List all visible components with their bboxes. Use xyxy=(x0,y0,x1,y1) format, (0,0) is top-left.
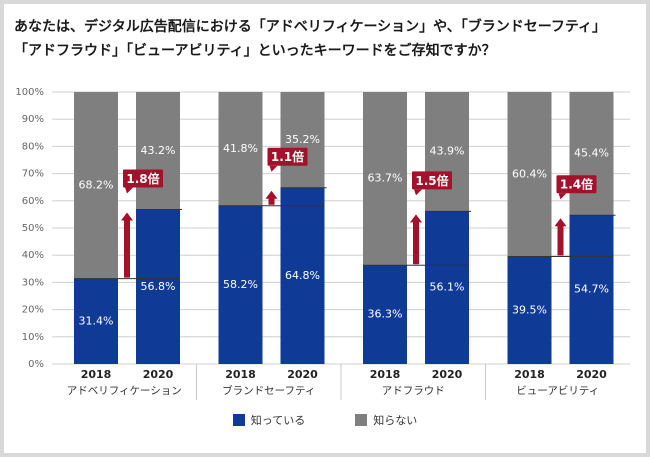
legend-swatch-know xyxy=(232,414,245,426)
bar-segment-dont-know xyxy=(74,92,118,279)
x-tick-year: 2020 xyxy=(432,368,463,381)
bar-label-dont-know: 41.8% xyxy=(223,142,258,155)
legend: 知っている 知らない xyxy=(0,412,650,428)
y-tick-label: 0% xyxy=(28,359,44,370)
y-tick-label: 30% xyxy=(22,277,44,288)
bar-segment-dont-know xyxy=(280,92,325,188)
x-category-label: ビューアビリティ xyxy=(516,385,599,397)
title-line-2: 「アドフラウド」「ビューアビリティ」といったキーワードをご存知ですか？ xyxy=(14,43,496,59)
x-category-label: アドベリフィケーション xyxy=(67,385,182,397)
bar-label-know: 56.8% xyxy=(141,280,176,293)
y-tick-label: 90% xyxy=(22,114,44,125)
bar-segment-know xyxy=(363,265,407,364)
bar-segment-know xyxy=(425,211,469,364)
ratio-callout-pointer xyxy=(558,193,567,200)
y-tick-label: 10% xyxy=(22,332,44,343)
growth-arrow xyxy=(265,190,278,205)
bar-segment-dont-know xyxy=(136,92,180,210)
bar-label-dont-know: 43.2% xyxy=(141,144,176,157)
ratio-callout-box xyxy=(556,175,597,194)
x-tick-year: 2018 xyxy=(225,368,256,381)
y-tick-label: 70% xyxy=(22,169,44,180)
x-tick-year: 2020 xyxy=(287,368,318,381)
bar-segment-dont-know xyxy=(425,92,469,212)
bar-segment-know xyxy=(218,205,263,364)
bar-segment-dont-know xyxy=(363,92,407,266)
x-tick-year: 2018 xyxy=(370,368,401,381)
ratio-label: 1.8倍 xyxy=(126,171,159,186)
legend-label-know: 知っている xyxy=(250,414,306,427)
ratio-callout-pointer xyxy=(269,165,278,172)
bar-label-know: 54.7% xyxy=(574,283,609,296)
bar-segment-dont-know xyxy=(569,92,614,216)
growth-arrow xyxy=(121,212,133,278)
legend-item-dont-know: 知らない xyxy=(355,412,417,428)
bar-label-dont-know: 35.2% xyxy=(285,133,320,146)
legend-swatch-dont-know xyxy=(355,414,368,426)
ratio-callout-pointer xyxy=(125,187,133,194)
x-category-label: アドフラウド xyxy=(382,385,445,397)
bar-segment-know xyxy=(280,187,325,364)
y-tick-label: 80% xyxy=(22,141,44,152)
ratio-label: 1.5倍 xyxy=(415,173,448,188)
x-tick-year: 2020 xyxy=(576,368,607,381)
bar-label-dont-know: 60.4% xyxy=(512,167,547,180)
bar-label-know: 56.1% xyxy=(430,281,465,294)
bar-segment-know xyxy=(507,256,552,364)
ratio-label: 1.4倍 xyxy=(560,177,593,192)
x-tick-year: 2018 xyxy=(514,368,545,381)
bar-segment-know xyxy=(136,209,180,364)
bar-label-know: 31.4% xyxy=(79,314,114,327)
legend-label-dont-know: 知らない xyxy=(373,414,418,427)
growth-arrow xyxy=(410,214,422,265)
x-category-label: ブランドセーフティ xyxy=(222,384,315,397)
y-tick-label: 100% xyxy=(15,87,44,98)
y-tick-label: 50% xyxy=(22,223,44,234)
bar-label-know: 58.2% xyxy=(223,278,258,291)
ratio-callout-pointer xyxy=(414,189,422,196)
bar-segment-dont-know xyxy=(218,92,263,206)
ratio-callout-box xyxy=(267,147,308,166)
bar-label-know: 64.8% xyxy=(285,269,320,282)
bar-label-dont-know: 68.2% xyxy=(79,178,114,191)
bar-label-know: 36.3% xyxy=(368,308,403,321)
y-tick-label: 20% xyxy=(22,305,44,316)
bar-segment-know xyxy=(569,215,614,364)
x-tick-year: 2020 xyxy=(143,368,174,381)
legend-item-know: 知っている xyxy=(232,412,306,428)
y-tick-label: 60% xyxy=(22,196,44,207)
bar-label-dont-know: 45.4% xyxy=(574,147,609,160)
ratio-label: 1.1倍 xyxy=(271,149,304,164)
growth-arrow xyxy=(554,218,567,256)
y-tick-label: 40% xyxy=(22,250,44,261)
chart-title: あなたは、デジタル広告配信における「アドベリフィケーション」や、「ブランドセーフ… xyxy=(14,15,634,63)
bar-label-dont-know: 43.9% xyxy=(430,145,465,158)
ratio-callout-box xyxy=(412,171,452,190)
ratio-callout-box xyxy=(123,169,163,188)
bar-label-know: 39.5% xyxy=(512,303,547,316)
bar-segment-know xyxy=(74,278,118,364)
bar-label-dont-know: 63.7% xyxy=(368,172,403,185)
x-tick-year: 2018 xyxy=(81,368,112,381)
bar-segment-dont-know xyxy=(507,92,552,257)
title-line-1: あなたは、デジタル広告配信における「アドベリフィケーション」や、「ブランドセーフ… xyxy=(14,19,607,35)
